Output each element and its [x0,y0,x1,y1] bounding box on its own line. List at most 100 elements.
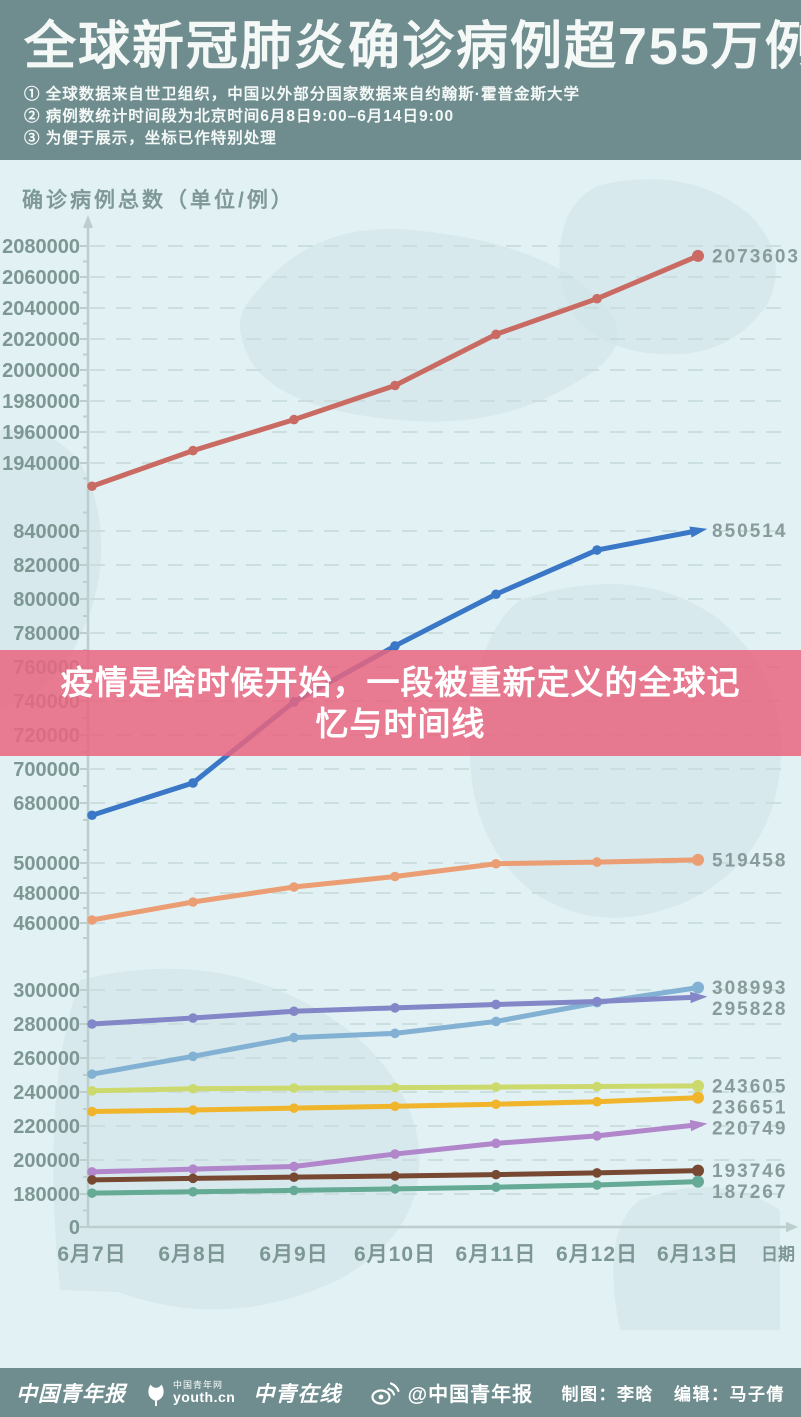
data-point-us [188,445,198,456]
data-point-peru [289,1161,299,1172]
end-dot-germany [692,1175,704,1188]
y-tick-label: 0 [69,1217,80,1239]
data-point-uk [491,999,501,1010]
end-value-france: 193746 [712,1161,787,1182]
data-point-peru [188,1164,198,1174]
data-point-italy [87,1106,97,1117]
data-point-france [491,1169,501,1180]
y-tick-label: 2000000 [2,360,80,382]
banner-line1: 疫情是啥时候开始，一段被重新定义的全球记 [60,664,741,701]
y-tick-label: 2040000 [2,298,80,320]
data-point-us [390,380,400,391]
y-tick-label: 2020000 [2,329,80,351]
data-point-france [188,1173,198,1184]
y-tick-label: 800000 [13,589,80,611]
data-point-italy [289,1103,299,1113]
data-point-italy [390,1101,400,1112]
map-blob-3 [53,968,420,1310]
data-point-india [491,1016,501,1027]
youth-cn-small-label: 中国青年网 [173,1380,224,1390]
data-point-russia [87,915,97,925]
x-tick-label: 6月11日 [456,1243,537,1266]
y-tick-label: 1980000 [2,391,80,413]
y-tick-label: 2060000 [2,267,80,289]
end-dot-spain [692,1079,704,1092]
data-point-germany [289,1185,299,1196]
youth-cn-logo: 中国青年网 youth.cn [144,1380,235,1406]
chart-area: 2080000 2060000 2040000 2020000 2000000 19800… [0,160,801,1368]
data-point-india [87,1069,97,1079]
data-point-india [289,1032,299,1043]
data-point-uk [390,1003,400,1013]
y-tick-label: 840000 [13,521,80,543]
headline-banner: 疫情是啥时候开始，一段被重新定义的全球记 忆与时间线 [0,650,801,756]
series-line-france [87,1164,704,1185]
data-point-peru [87,1167,97,1177]
data-point-italy [188,1105,198,1115]
end-value-peru: 220749 [712,1118,787,1139]
series-line-india [87,981,704,1079]
data-point-spain [592,1081,602,1092]
data-point-brazil [87,810,97,821]
end-value-germany: 187267 [712,1182,787,1203]
data-point-us [592,293,602,304]
end-value-italy: 236651 [712,1097,787,1118]
series-line-uk [87,991,708,1029]
page-title: 全球新冠肺炎确诊病例超755万例 [24,18,801,76]
series-line-peru [87,1119,708,1177]
header-notes: ① 全球数据来自世卫组织，中国以外部分国家数据来自约翰斯·霍普金斯大学 ② 病例… [24,84,777,150]
end-arrow-uk [690,991,708,1004]
data-point-russia [188,897,198,907]
x-tick-label: 6月10日 [354,1243,436,1266]
data-point-us [491,329,501,340]
series-line-spain [87,1079,704,1096]
youth-cn-domain: youth.cn [173,1389,236,1405]
data-point-spain [491,1082,501,1092]
series-line-germany [87,1175,704,1198]
weibo-icon [371,1381,400,1405]
end-value-spain: 243605 [712,1076,787,1097]
y-tick-label: 1940000 [2,453,80,475]
banner-line2: 忆与时间线 [315,705,486,742]
data-point-russia [289,882,299,892]
series-path-russia [89,857,701,923]
series-line-us [87,249,704,492]
data-point-uk [592,996,602,1007]
data-point-brazil [491,589,501,600]
y-tick-label: 2080000 [2,236,80,258]
youth-cn-text: 中国青年网 youth.cn [173,1380,236,1405]
data-point-brazil [188,778,198,788]
footer: 中国青年报 中国青年网 youth.cn 中青在线 @中国青年报 [0,1368,801,1417]
data-point-germany [592,1180,602,1190]
map-blob-2 [0,429,102,708]
y-tick-label: 1960000 [2,422,80,444]
data-point-us [289,414,299,425]
series-line-russia [87,853,704,925]
credit-design: 制图：李晗 [561,1385,654,1404]
y-axis-arrow-icon [83,215,93,228]
data-point-germany [390,1184,400,1194]
data-point-russia [491,858,501,869]
line-chart: 2080000 2060000 2040000 2020000 2000000 19800… [2,188,798,1266]
y-tick-label: 680000 [13,793,80,815]
data-point-uk [188,1013,198,1023]
cyol-logo: 中青在线 [253,1381,342,1406]
header: 全球新冠肺炎确诊病例超755万例 ① 全球数据来自世卫组织，中国以外部分国家数据… [0,0,801,160]
data-point-india [390,1028,400,1039]
y-tick-label: 280000 [13,1014,80,1036]
end-value-russia: 519458 [712,850,787,871]
y-tick-label: 820000 [13,555,80,577]
data-point-france [592,1168,602,1178]
data-point-germany [491,1182,501,1192]
credits: 制图：李晗 编辑：马子倩 [561,1380,785,1405]
x-tick-label: 6月12日 [556,1243,638,1266]
world-map-watermark [0,179,782,1330]
series-line-italy [87,1091,704,1117]
data-point-brazil [390,641,400,651]
data-point-germany [87,1188,97,1198]
end-dot-india [692,981,704,994]
y-tick-label: 480000 [13,883,80,905]
data-point-italy [592,1096,602,1107]
